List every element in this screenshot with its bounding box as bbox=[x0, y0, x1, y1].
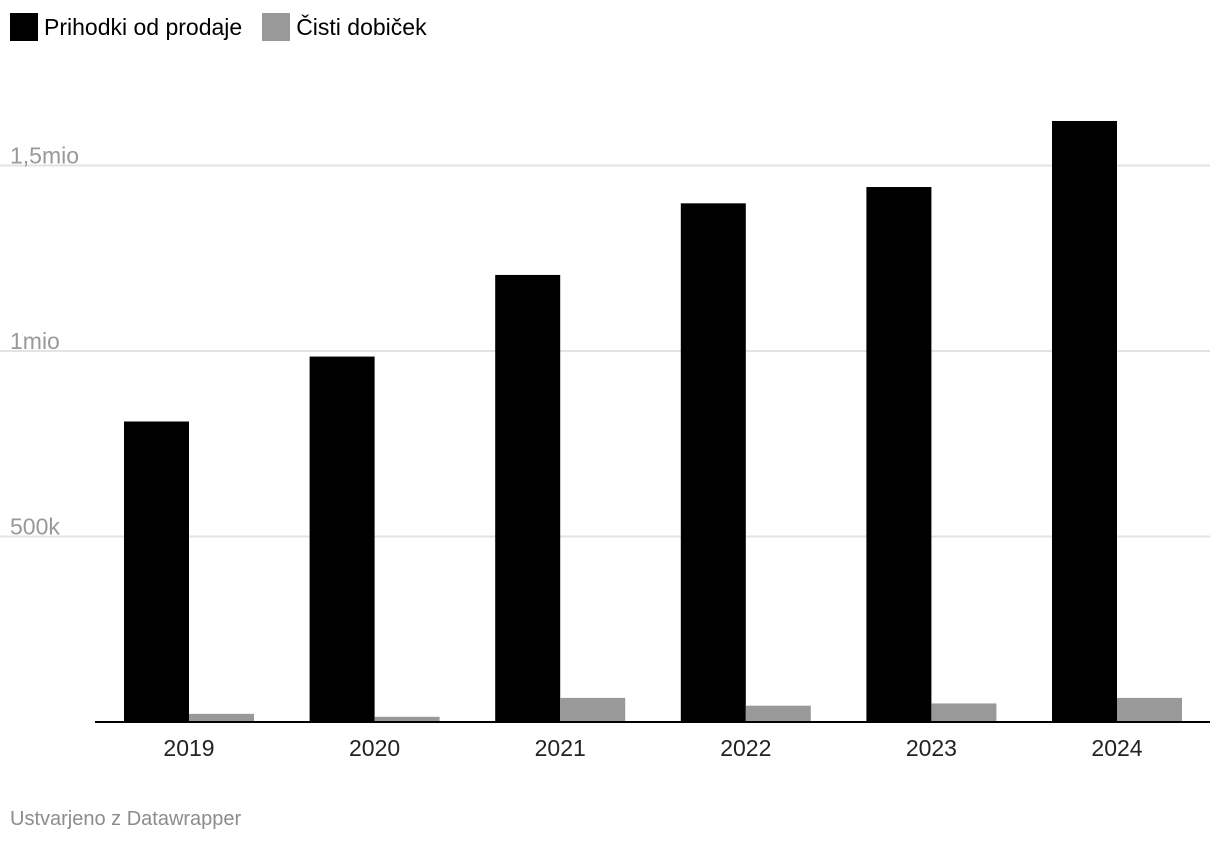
legend-swatch-net-profit bbox=[262, 13, 291, 41]
bar-net-profit bbox=[374, 716, 440, 722]
y-tick-label: 1mio bbox=[10, 328, 60, 354]
bar-revenue bbox=[866, 187, 932, 722]
legend-label-net-profit: Čisti dobiček bbox=[296, 14, 427, 40]
x-tick-label: 2023 bbox=[906, 735, 957, 761]
legend-label-revenue: Prihodki od prodaje bbox=[44, 14, 243, 40]
legend-item-revenue: Prihodki od prodaje bbox=[10, 12, 242, 42]
bar-revenue bbox=[495, 274, 561, 722]
bar-net-profit bbox=[745, 705, 811, 722]
bar-net-profit bbox=[931, 703, 997, 722]
bar-net-profit bbox=[1117, 697, 1182, 722]
bar-net-profit bbox=[560, 697, 626, 722]
legend-swatch-revenue bbox=[10, 13, 38, 41]
x-tick-label: 2021 bbox=[535, 735, 586, 761]
x-tick-label: 2022 bbox=[720, 735, 771, 761]
x-tick-label: 2019 bbox=[163, 735, 214, 761]
footer-credit: Ustvarjeno z Datawrapper bbox=[10, 808, 242, 830]
bar-revenue bbox=[680, 203, 746, 723]
x-tick-label: 2024 bbox=[1091, 735, 1142, 761]
bar-revenue bbox=[1052, 120, 1117, 723]
y-tick-label: 1,5mio bbox=[10, 143, 79, 169]
bar-net-profit bbox=[189, 713, 254, 722]
chart-legend: Prihodki od prodaje Čisti dobiček bbox=[10, 12, 427, 42]
legend-item-net-profit: Čisti dobiček bbox=[262, 12, 427, 42]
bar-revenue bbox=[309, 356, 375, 722]
x-tick-label: 2020 bbox=[349, 735, 400, 761]
y-tick-label: 500k bbox=[10, 514, 60, 540]
bar-revenue bbox=[124, 421, 189, 722]
